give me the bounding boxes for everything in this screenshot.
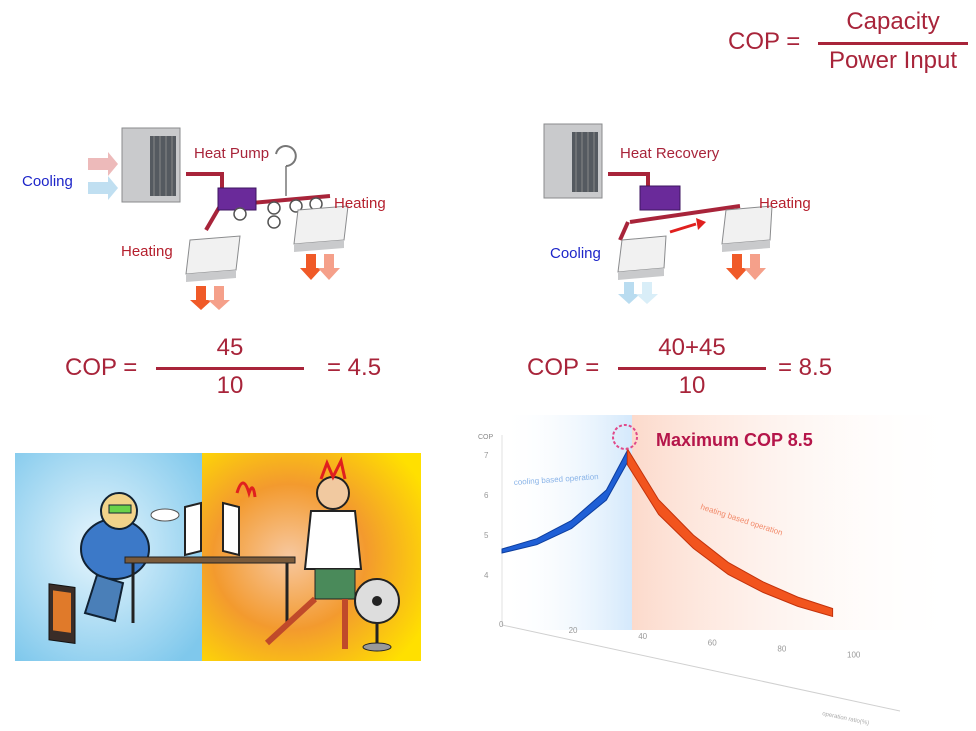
y-tick-label: 6 [484, 491, 489, 500]
formula-fraction-line [818, 42, 968, 45]
indoor-unit-left-icon [185, 235, 241, 282]
heat-pump-diagram: Heat Pump Cooling Heating Heating [0, 110, 420, 320]
x-tick-label: 100 [847, 651, 861, 660]
monitor-icon [184, 501, 240, 557]
x-axis [501, 624, 901, 712]
heat-recovery-illustration [543, 123, 773, 304]
cop-heat-recovery-numerator: 40+45 [658, 334, 726, 361]
y-tick-label: 5 [484, 531, 489, 540]
x-axis-title: operation ratio(%) [822, 711, 870, 726]
heat-pump-heating-left-label: Heating [121, 243, 173, 260]
x-tick-label: 20 [569, 626, 578, 635]
formula-lhs: COP = [728, 28, 801, 55]
formula-numerator: Capacity [846, 8, 940, 35]
indoor-unit-right-icon [721, 205, 773, 252]
max-cop-annotation: Maximum COP 8.5 [656, 430, 813, 450]
electric-fan-icon [354, 578, 400, 652]
branch-box-icon [639, 185, 681, 211]
cop-heat-pump-fraction-line [156, 367, 304, 370]
heat-pump-illustration [88, 127, 349, 310]
max-cop-marker [612, 424, 638, 450]
heating-arrows-right-icon [726, 254, 766, 280]
y-axis-title: COP [478, 434, 494, 441]
heating-arrows-left-icon [190, 286, 230, 310]
hot-worker-icon [264, 456, 363, 649]
cooling-arrows-down-icon [618, 282, 658, 304]
indoor-unit-right-icon [293, 205, 349, 252]
cop-heat-recovery-lhs: COP = [527, 354, 600, 381]
outdoor-unit-icon [543, 123, 603, 199]
heat-recovery-cooling-label: Cooling [550, 245, 601, 262]
cop-heat-recovery-result: = 8.5 [778, 354, 833, 381]
flow-arrow-icon [669, 218, 706, 234]
cold-hot-office-cartoon [15, 453, 421, 661]
heat-pump-heating-right-label: Heating [334, 195, 386, 212]
x-tick-label: 0 [499, 620, 504, 629]
heat-recovery-diagram: Heat Recovery Cooling Heating [500, 110, 900, 320]
heating-zone [632, 415, 962, 630]
y-tick-label: 4 [484, 571, 489, 580]
formula-denominator: Power Input [828, 47, 958, 74]
x-tick-label: 60 [708, 638, 717, 647]
y-tick-label: 7 [484, 451, 489, 460]
heat-recovery-heating-label: Heating [759, 195, 811, 212]
cop-heat-pump-lhs: COP = [65, 354, 138, 381]
cop-heat-pump-result: = 4.5 [327, 354, 382, 381]
cartoon-illustration [15, 453, 421, 661]
space-heater-icon [48, 583, 76, 645]
branch-box-icon [217, 187, 257, 211]
heating-series-ribbon [626, 446, 834, 618]
cop-heat-recovery-denominator: 10 [678, 372, 706, 399]
cop-chart: 4 5 6 7 0 20 40 60 80 100 COP operation ratio(%) … [470, 415, 970, 727]
heat-pump-title: Heat Pump [194, 145, 270, 162]
heating-arrows-right-icon [300, 254, 340, 280]
cop-heat-recovery-fraction-line [618, 367, 766, 370]
heat-pump-cooling-label: Cooling [22, 173, 73, 190]
cop-heat-pump-numerator: 45 [216, 334, 244, 361]
x-tick-label: 80 [777, 644, 786, 653]
cop-heat-pump-denominator: 10 [216, 372, 244, 399]
flames-icon [235, 481, 257, 498]
office-desk-icon [124, 556, 296, 623]
x-tick-label: 40 [638, 632, 647, 641]
indoor-unit-left-icon [617, 235, 667, 280]
heat-recovery-title: Heat Recovery [620, 145, 720, 162]
cooling-arrows-icon [88, 152, 118, 200]
rotation-icon [275, 145, 297, 167]
outdoor-unit-icon [121, 127, 181, 203]
